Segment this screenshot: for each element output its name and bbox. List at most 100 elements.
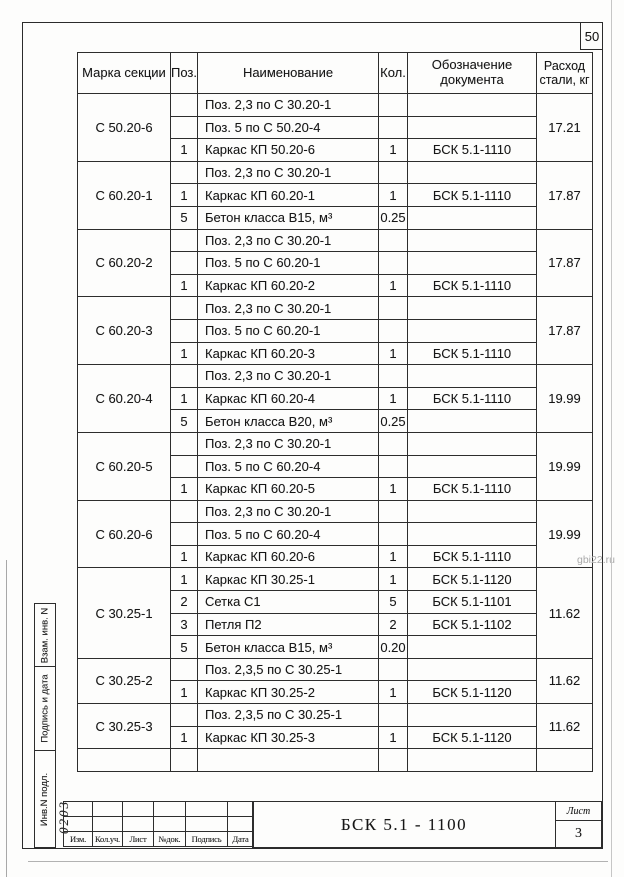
item-name-cell: Поз. 2,3 по С 30.20-1 bbox=[197, 93, 379, 117]
spec-row: Поз. 5 по С 60.20-4 bbox=[78, 454, 593, 479]
steel-consumption-cell: 19.99 bbox=[536, 364, 593, 433]
position-cell bbox=[170, 748, 198, 772]
quantity-cell: 1 bbox=[378, 477, 408, 501]
position-cell bbox=[170, 499, 198, 524]
quantity-cell bbox=[378, 251, 408, 275]
scan-artifact bbox=[28, 861, 608, 862]
quantity-cell bbox=[378, 160, 408, 185]
specification-table: Марка секции Поз. Наименование Кол. Обоз… bbox=[77, 52, 593, 772]
quantity-cell: 1 bbox=[378, 544, 408, 569]
spec-row: Поз. 5 по С 60.20-1 bbox=[78, 318, 593, 343]
col-header-mark: Марка секции bbox=[77, 52, 171, 94]
side-stamp-label: Инв.N подл. bbox=[39, 772, 51, 826]
quantity-cell bbox=[378, 431, 408, 456]
quantity-cell: 1 bbox=[378, 386, 408, 411]
item-name-cell: Поз. 5 по С 50.20-4 bbox=[197, 115, 379, 140]
document-ref-cell bbox=[407, 431, 537, 456]
item-name-cell: Каркас КП 60.20-5 bbox=[197, 477, 379, 501]
spec-row: 1 Каркас КП 60.20-5 1 БСК 5.1-1110 bbox=[78, 477, 593, 501]
document-ref-cell bbox=[407, 115, 537, 140]
document-ref-cell bbox=[407, 499, 537, 524]
spec-row: С 30.25-1 1 Каркас КП 30.25-1 1 БСК 5.1-1120… bbox=[77, 567, 593, 659]
item-name-cell: Каркас КП 60.20-1 bbox=[197, 183, 379, 207]
side-stamp-cell: Подпись и дата bbox=[34, 666, 56, 751]
spec-row: 1 Каркас КП 60.20-6 1 БСК 5.1-1110 bbox=[78, 544, 593, 569]
quantity-cell: 2 bbox=[378, 612, 408, 637]
col-header-doc: Обозначение документа bbox=[407, 52, 537, 94]
revision-table: Изм. Кол.уч. Лист №док. Подпись Дата bbox=[63, 801, 254, 847]
item-name-cell: Каркас КП 60.20-4 bbox=[197, 386, 379, 411]
quantity-cell bbox=[378, 93, 408, 117]
spec-row: 1 Каркас КП 60.20-1 1 БСК 5.1-1110 bbox=[78, 183, 593, 207]
spec-row: 1 Каркас КП 60.20-3 1 БСК 5.1-1110 bbox=[78, 341, 593, 366]
rev-label-data: Дата bbox=[227, 831, 254, 847]
document-code: БСК 5.1 - 1100 bbox=[340, 814, 468, 834]
document-ref-cell: БСК 5.1-1102 bbox=[407, 612, 537, 637]
document-ref-cell: БСК 5.1-1110 bbox=[407, 183, 537, 207]
item-name-cell: Каркас КП 60.20-2 bbox=[197, 273, 379, 298]
position-cell: 1 bbox=[170, 386, 198, 411]
spec-row: 1 Каркас КП 60.20-4 1 БСК 5.1-1110 bbox=[78, 386, 593, 411]
side-stamp-label: Взам. инв. N bbox=[39, 607, 51, 663]
spec-row: 5 Бетон класса В15, м³ 0.20 bbox=[78, 635, 593, 659]
quantity-cell: 5 bbox=[378, 590, 408, 614]
spec-row: С 60.20-1 Поз. 2,3 по С 30.20-1 17.87 bbox=[77, 160, 593, 230]
item-name-cell: Поз. 5 по С 60.20-4 bbox=[197, 522, 379, 546]
document-ref-cell bbox=[407, 160, 537, 185]
item-name-cell: Каркас КП 30.25-3 bbox=[197, 725, 379, 750]
drawing-frame bbox=[22, 22, 603, 849]
position-cell: 1 bbox=[170, 680, 198, 705]
spec-row: 2 Сетка С1 5 БСК 5.1-1101 bbox=[78, 590, 593, 614]
spec-row: 1 Каркас КП 60.20-2 1 БСК 5.1-1110 bbox=[78, 273, 593, 298]
position-cell bbox=[170, 318, 198, 343]
spec-row: 1 Каркас КП 30.25-2 1 БСК 5.1-1120 bbox=[78, 680, 593, 705]
position-cell bbox=[170, 115, 198, 140]
document-code-box: БСК 5.1 - 1100 bbox=[252, 801, 556, 848]
rev-label-izm: Изм. bbox=[63, 831, 93, 847]
spec-row: 1 Каркас КП 50.20-6 1 БСК 5.1-1110 bbox=[78, 138, 593, 162]
item-name-cell bbox=[197, 748, 379, 772]
spec-row bbox=[77, 748, 593, 772]
steel-consumption-cell: 19.99 bbox=[536, 431, 593, 501]
quantity-cell bbox=[378, 228, 408, 253]
position-cell bbox=[170, 296, 198, 320]
steel-consumption-cell: 17.21 bbox=[536, 93, 593, 162]
position-cell bbox=[170, 364, 198, 388]
page-number: 50 bbox=[584, 28, 600, 44]
position-cell: 3 bbox=[170, 612, 198, 637]
quantity-cell bbox=[378, 522, 408, 546]
document-ref-cell bbox=[407, 296, 537, 320]
spec-row: 1 Каркас КП 30.25-3 1 БСК 5.1-1120 bbox=[78, 725, 593, 750]
position-cell bbox=[170, 160, 198, 185]
item-name-cell: Поз. 5 по С 60.20-4 bbox=[197, 454, 379, 479]
spec-row: Поз. 5 по С 60.20-4 bbox=[78, 522, 593, 546]
steel-consumption-cell: 17.87 bbox=[536, 228, 593, 298]
side-stamp-cell: Инв.N подл. bbox=[34, 750, 56, 848]
spec-row: С 60.20-4 Поз. 2,3 по С 30.20-1 19.99 bbox=[77, 364, 593, 433]
revision-row-empty bbox=[63, 801, 254, 817]
quantity-cell: 1 bbox=[378, 567, 408, 592]
quantity-cell bbox=[378, 115, 408, 140]
section-mark-cell: С 60.20-5 bbox=[77, 431, 171, 501]
position-cell bbox=[170, 431, 198, 456]
document-ref-cell bbox=[407, 205, 537, 230]
quantity-cell bbox=[378, 364, 408, 388]
document-ref-cell bbox=[407, 454, 537, 479]
position-cell: 1 bbox=[170, 544, 198, 569]
position-cell bbox=[170, 93, 198, 117]
position-cell: 1 bbox=[170, 138, 198, 162]
item-name-cell: Бетон класса В15, м³ bbox=[197, 205, 379, 230]
spec-row: 3 Петля П2 2 БСК 5.1-1102 bbox=[78, 612, 593, 637]
rev-label-ndok: №док. bbox=[153, 831, 186, 847]
col-header-pos: Поз. bbox=[170, 52, 198, 94]
item-name-cell: Каркас КП 30.25-1 bbox=[197, 567, 379, 592]
item-name-cell: Каркас КП 50.20-6 bbox=[197, 138, 379, 162]
revision-row-labels: Изм. Кол.уч. Лист №док. Подпись Дата bbox=[63, 831, 254, 847]
item-name-cell: Поз. 2,3 по С 30.20-1 bbox=[197, 499, 379, 524]
revision-row-empty bbox=[63, 816, 254, 832]
document-ref-cell: БСК 5.1-1110 bbox=[407, 477, 537, 501]
section-mark-cell: С 30.25-1 bbox=[77, 567, 171, 659]
spec-row: С 30.25-3 Поз. 2,3,5 по С 30.25-1 11.62 bbox=[77, 703, 593, 750]
spec-row: С 50.20-6 Поз. 2,3 по С 30.20-1 17.21 bbox=[77, 93, 593, 162]
position-cell: 5 bbox=[170, 205, 198, 230]
